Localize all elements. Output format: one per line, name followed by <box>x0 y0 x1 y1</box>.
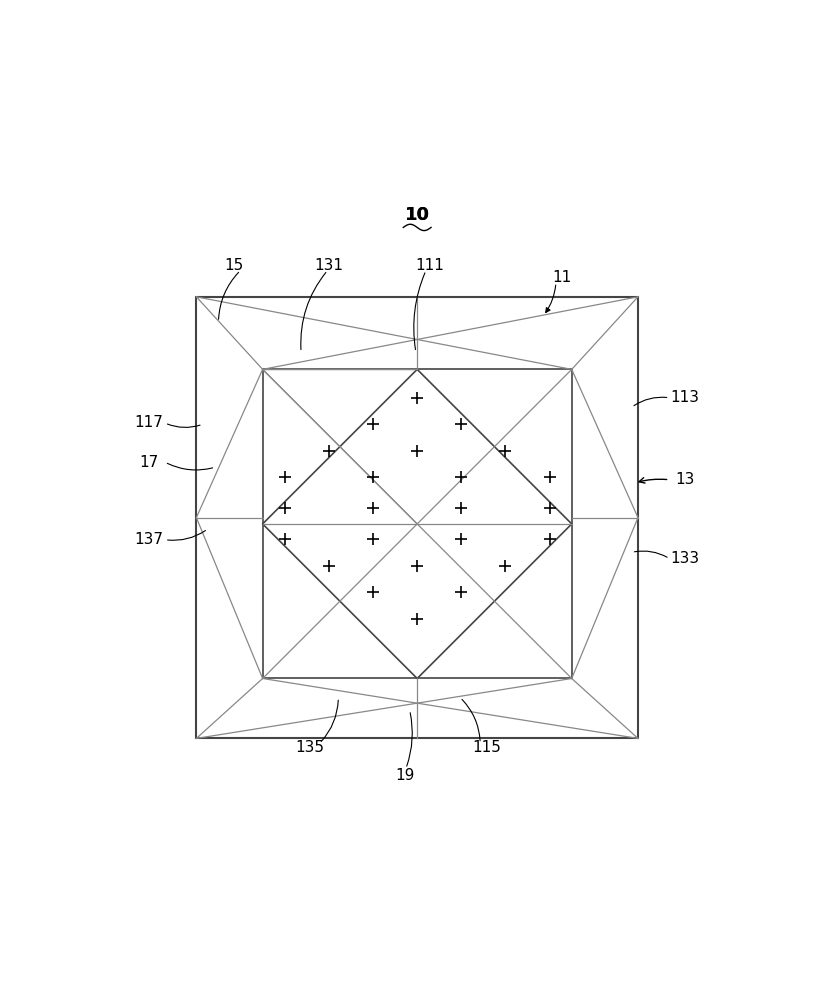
Text: 137: 137 <box>134 532 164 547</box>
Text: 135: 135 <box>295 740 325 755</box>
Text: 15: 15 <box>225 258 244 273</box>
Text: 10: 10 <box>405 206 430 224</box>
Text: 19: 19 <box>395 768 414 783</box>
Bar <box>263 369 571 678</box>
Text: 11: 11 <box>553 270 572 285</box>
Text: 111: 111 <box>415 258 444 273</box>
Text: 117: 117 <box>134 415 164 430</box>
Text: 10: 10 <box>405 206 430 224</box>
Text: 13: 13 <box>676 472 695 487</box>
Bar <box>196 297 638 738</box>
Text: 113: 113 <box>671 390 700 405</box>
Text: 115: 115 <box>472 740 501 755</box>
Text: 131: 131 <box>314 258 344 273</box>
Text: 17: 17 <box>139 455 159 470</box>
Text: 133: 133 <box>671 551 700 566</box>
